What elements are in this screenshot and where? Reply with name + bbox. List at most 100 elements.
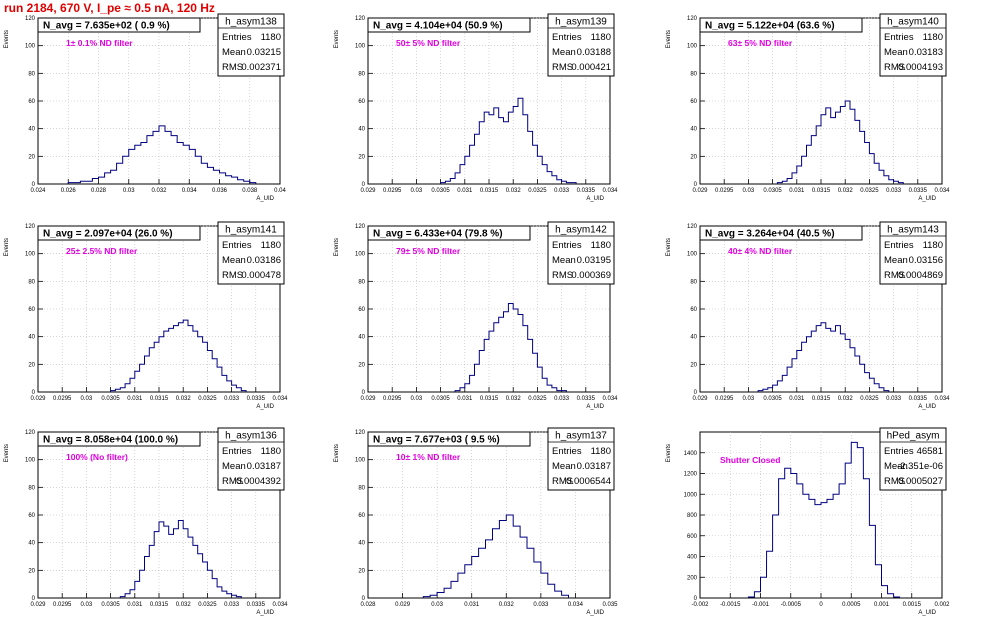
stat-label: Entries	[222, 446, 252, 457]
navg-box	[37, 431, 201, 447]
y-tick-label: 0	[694, 596, 698, 602]
histogram-panel-ped: -0.002 -0.0015 -0.001 -0.0005 0 0.0005 0.001 0.…	[666, 427, 950, 616]
stat-value: 0.000478	[241, 270, 281, 281]
histogram-line	[776, 100, 904, 184]
x-tick-label: 0.028	[360, 602, 376, 608]
stat-value: 0.000369	[571, 270, 611, 281]
filter-note: 1± 0.1% ND filter	[66, 38, 133, 48]
x-tick-label: 0.0305	[431, 188, 450, 194]
x-tick-label: 0.038	[242, 188, 258, 194]
y-tick-label: 20	[28, 568, 35, 574]
x-tick-label: 0.028	[91, 188, 107, 194]
navg-box	[699, 225, 863, 241]
navg-label: N_avg = 6.433e+04 (79.8 %)	[373, 229, 503, 240]
histogram-panel-asym138: 0.024 0.026 0.028 0.03 0.032 0.034 0.036 0.038 0…	[4, 13, 286, 202]
x-tick-label: 0.001	[874, 602, 890, 608]
y-axis-label: Events	[4, 238, 10, 256]
x-tick-label: 0.0295	[715, 188, 734, 194]
y-tick-label: 800	[687, 513, 698, 519]
y-tick-label: 60	[28, 99, 35, 105]
x-tick-label: 0.032	[838, 188, 854, 194]
y-tick-label: 100	[25, 44, 36, 50]
histogram-panel-asym140: 0.029 0.0295 0.03 0.0305 0.031 0.0315 0.032 0.0…	[666, 13, 950, 202]
stat-label: Entries	[552, 32, 582, 43]
stat-value: 0.03195	[577, 255, 611, 266]
stat-value: 1180	[923, 240, 943, 251]
y-axis-label: Events	[334, 444, 340, 462]
x-tick-label: 0.0315	[812, 188, 831, 194]
x-tick-label: 0.034	[182, 188, 198, 194]
x-tick-label: 0.033	[554, 188, 570, 194]
page-title: run 2184, 670 V, I_pe ≈ 0.5 nA, 120 Hz	[4, 1, 215, 15]
navg-box	[37, 225, 201, 241]
histogram-line	[747, 441, 901, 598]
x-tick-label: 0.0295	[383, 396, 402, 402]
x-tick-label: 0.0325	[528, 188, 547, 194]
y-axis-label: Events	[666, 238, 672, 256]
stats-box	[547, 427, 615, 491]
stat-value: 0.0004392	[236, 476, 281, 487]
x-tick-label: 0.0305	[101, 396, 120, 402]
histogram-line	[422, 514, 569, 598]
x-tick-label: 0.0315	[480, 188, 499, 194]
stat-label: Mean	[884, 255, 908, 266]
histogram-name: h_asym137	[555, 431, 607, 442]
x-axis-label: A_UID	[586, 610, 604, 616]
y-tick-label: 120	[25, 16, 36, 22]
x-tick-label: 0.0315	[480, 396, 499, 402]
x-tick-label: 0.0295	[383, 188, 402, 194]
histogram-panel-asym139: 0.029 0.0295 0.03 0.0305 0.031 0.0315 0.032 0.0…	[334, 13, 618, 202]
stat-value: 0.03183	[909, 47, 943, 58]
stat-value: 1180	[591, 32, 611, 43]
stat-label: Mean	[884, 47, 908, 58]
x-tick-label: 0.0305	[101, 602, 120, 608]
x-tick-label: 0.0015	[903, 602, 922, 608]
x-axis-label: A_UID	[918, 404, 936, 410]
stat-label: Entries	[552, 240, 582, 251]
x-tick-label: 0.031	[457, 396, 473, 402]
y-tick-label: 20	[28, 362, 35, 368]
x-tick-label: 0.0315	[150, 396, 169, 402]
histogram-line	[110, 319, 247, 392]
y-tick-label: 60	[28, 513, 35, 519]
x-tick-label: 0	[819, 602, 823, 608]
stat-value: 0.03187	[247, 461, 281, 472]
y-tick-label: 20	[690, 154, 697, 160]
x-tick-label: 0.029	[30, 602, 46, 608]
y-tick-label: 0	[32, 596, 36, 602]
x-tick-label: 0.026	[61, 188, 77, 194]
stat-value: 1180	[261, 32, 281, 43]
navg-label: N_avg = 7.635e+02 ( 0.9 %)	[43, 21, 170, 32]
x-tick-label: 0.033	[554, 396, 570, 402]
x-tick-label: 0.03	[411, 396, 423, 402]
stat-label: RMS	[884, 476, 905, 487]
stat-label: Mean	[552, 461, 576, 472]
stat-value: 1180	[923, 32, 943, 43]
x-tick-label: 0.032	[151, 188, 167, 194]
navg-box	[367, 17, 531, 33]
x-tick-label: 0.0305	[763, 396, 782, 402]
stat-label: RMS	[222, 62, 243, 73]
stat-label: Entries	[222, 32, 252, 43]
histogram-name: h_asym138	[225, 17, 277, 28]
x-tick-label: 0.0315	[812, 396, 831, 402]
x-tick-label: 0.029	[692, 396, 708, 402]
x-tick-label: 0.0305	[431, 396, 450, 402]
x-tick-label: 0.035	[602, 602, 618, 608]
histogram-panel-asym136: 0.029 0.0295 0.03 0.0305 0.031 0.0315 0.032 0.0…	[4, 427, 288, 616]
x-tick-label: 0.03	[81, 396, 93, 402]
x-tick-label: 0.033	[224, 396, 240, 402]
x-axis-label: A_UID	[256, 196, 274, 202]
stat-label: Entries	[552, 446, 582, 457]
y-tick-label: 120	[355, 224, 366, 230]
x-tick-label: 0.033	[886, 396, 902, 402]
y-tick-label: 100	[687, 252, 698, 258]
y-tick-label: 100	[25, 252, 36, 258]
x-tick-label: 0.0295	[53, 396, 72, 402]
navg-label: N_avg = 8.058e+04 (100.0 %)	[43, 435, 178, 446]
x-tick-label: 0.03	[743, 188, 755, 194]
x-tick-label: 0.024	[30, 188, 46, 194]
x-tick-label: 0.0005	[842, 602, 861, 608]
x-tick-label: 0.029	[395, 602, 411, 608]
y-tick-label: 120	[355, 16, 366, 22]
